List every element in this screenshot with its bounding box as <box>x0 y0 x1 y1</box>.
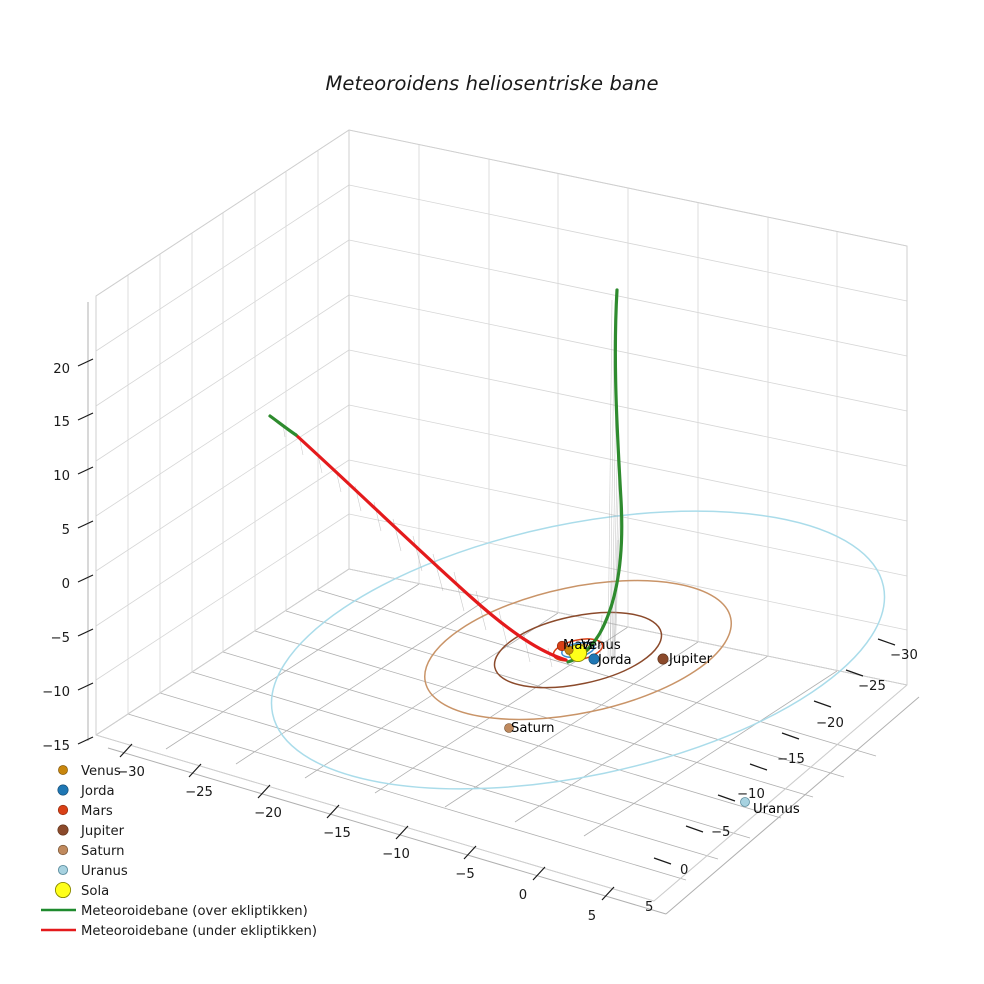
legend-item-over-ecliptic[interactable]: Meteoroidebane (over ekliptikken) <box>41 904 308 919</box>
z-axis-spine <box>77 302 94 745</box>
legend-marker-jupiter <box>57 824 69 836</box>
legend-label: Meteoroidebane (over ekliptikken) <box>81 904 308 919</box>
x-tick-label: −25 <box>185 785 213 800</box>
trajectory-over-ecliptic <box>566 288 624 664</box>
legend-label: Saturn <box>81 844 125 859</box>
z-tick-label: −5 <box>51 631 70 646</box>
trajectory-under-ecliptic <box>294 433 568 662</box>
legend-item-under-ecliptic[interactable]: Meteoroidebane (under ekliptikken) <box>41 924 317 939</box>
marker-jupiter <box>657 653 669 665</box>
x-tickmarks <box>119 743 615 901</box>
x-tick-label: −15 <box>323 826 351 841</box>
z-tick-labels: 20 15 10 5 0 −5 −10 −15 <box>42 362 70 754</box>
legend-marker-saturn <box>57 844 69 856</box>
legend-marker-uranus <box>57 864 69 876</box>
y-tick-label: −15 <box>777 752 805 767</box>
x-tick-label: −5 <box>455 867 474 882</box>
z-tickmarks <box>77 358 94 745</box>
legend-item-venus[interactable]: Venus <box>58 764 121 779</box>
legend-label: Sola <box>81 884 109 899</box>
label-mars: Mars <box>563 638 595 653</box>
legend-item-uranus[interactable]: Uranus <box>57 864 128 879</box>
marker-venus <box>564 645 574 655</box>
label-jupiter: Jupiter <box>668 652 713 667</box>
y-tick-label: −25 <box>858 679 886 694</box>
legend: Venus Jorda Mars Jupiter Saturn Uranus <box>41 764 317 939</box>
legend-item-mars[interactable]: Mars <box>57 804 113 819</box>
legend-item-saturn[interactable]: Saturn <box>57 844 125 859</box>
y-tick-label: −5 <box>711 825 730 840</box>
legend-item-sola[interactable]: Sola <box>54 881 109 899</box>
legend-marker-mars <box>57 804 69 816</box>
legend-label: Uranus <box>81 864 128 879</box>
legend-label: Jupiter <box>80 824 125 839</box>
legend-marker-jorda <box>57 784 69 796</box>
y-axis-spine <box>653 638 920 915</box>
x-tick-label: 5 <box>588 909 596 924</box>
y-tick-label: −20 <box>816 716 844 731</box>
marker-saturn <box>504 723 514 733</box>
y-tick-label: −10 <box>737 787 765 802</box>
trajectory-over-ecliptic-far-tip <box>268 414 298 437</box>
orbit-jupiter <box>493 611 663 689</box>
marker-mars <box>556 640 568 652</box>
label-jorda: Jorda <box>597 653 632 668</box>
legend-label: Meteoroidebane (under ekliptikken) <box>81 924 317 939</box>
planet-markers <box>504 640 750 807</box>
x-axis-spine <box>107 743 667 915</box>
y-tickmarks <box>653 638 896 865</box>
orbit-uranus <box>270 510 886 790</box>
x-tick-label: −10 <box>382 847 410 862</box>
legend-marker-sola <box>54 881 72 899</box>
planet-annotations: Mars Venus Jorda Jupiter Saturn Uranus <box>511 638 800 817</box>
z-tick-label: 5 <box>62 523 70 538</box>
z-tick-label: 0 <box>62 577 70 592</box>
label-saturn: Saturn <box>511 721 555 736</box>
z-tick-label: −10 <box>42 685 70 700</box>
x-tick-label: −30 <box>117 765 145 780</box>
label-venus: Venus <box>581 638 621 653</box>
legend-label: Mars <box>81 804 113 819</box>
orbits-group <box>270 510 886 790</box>
legend-item-jupiter[interactable]: Jupiter <box>57 824 125 839</box>
y-tick-label: −30 <box>890 648 918 663</box>
marker-uranus <box>740 797 750 807</box>
y-tick-labels: −30 −25 −20 −15 −10 −5 0 5 <box>645 648 918 915</box>
axes-box-edges <box>95 129 908 902</box>
x-tick-label: −20 <box>254 806 282 821</box>
z-tick-label: 20 <box>53 362 70 377</box>
z-tick-label: 15 <box>53 415 70 430</box>
label-uranus: Uranus <box>753 802 800 817</box>
y-tick-label: 0 <box>680 863 688 878</box>
orbit-saturn <box>424 579 732 721</box>
legend-marker-venus <box>58 765 68 775</box>
z-tick-label: 10 <box>53 469 70 484</box>
x-tick-label: 0 <box>519 888 527 903</box>
page-title: Meteoroidens heliosentriske bane <box>325 72 659 95</box>
x-tick-labels: −30 −25 −20 −15 −10 −5 0 5 <box>117 765 596 924</box>
legend-item-jorda[interactable]: Jorda <box>57 784 115 799</box>
legend-label: Venus <box>81 764 121 779</box>
legend-label: Jorda <box>80 784 115 799</box>
z-tick-label: −15 <box>42 739 70 754</box>
y-tick-label: 5 <box>645 900 653 915</box>
marker-jorda <box>588 653 600 665</box>
